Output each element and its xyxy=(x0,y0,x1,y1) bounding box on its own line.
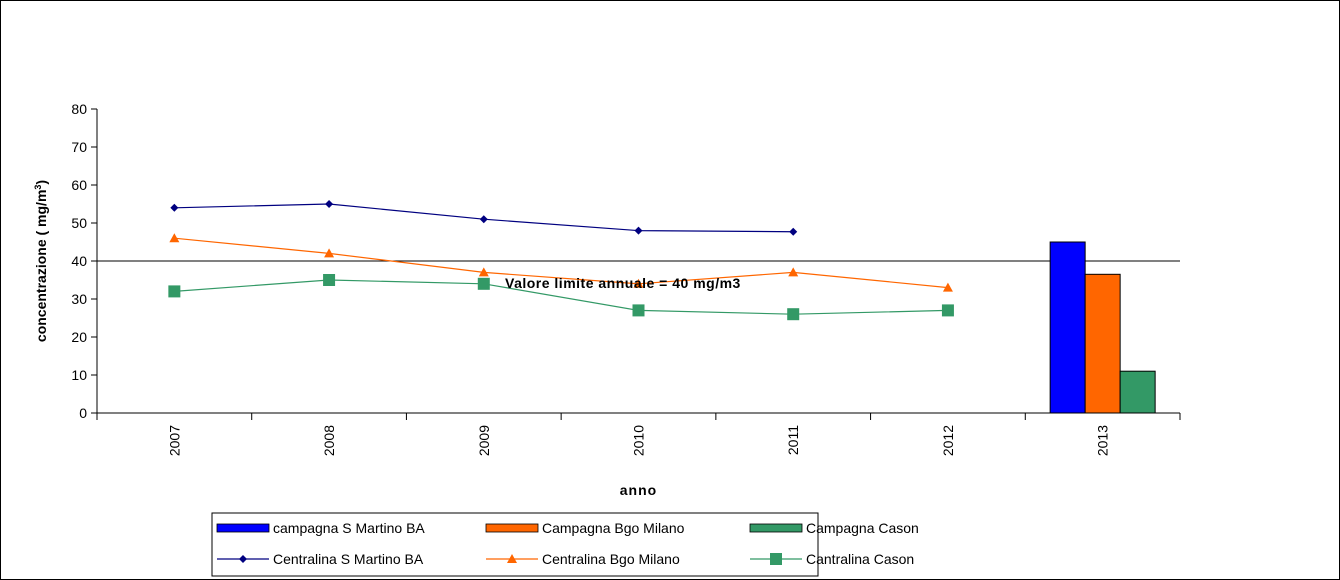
marker xyxy=(323,274,336,286)
marker xyxy=(325,200,334,208)
marker xyxy=(633,278,644,288)
y-tick-label: 80 xyxy=(71,101,87,117)
legend-swatch xyxy=(485,523,539,533)
marker xyxy=(632,304,645,317)
marker xyxy=(477,277,490,290)
legend-label: Centralina Bgo Milano xyxy=(542,551,680,567)
y-axis-label-part: 3 xyxy=(33,185,43,190)
legend-swatch xyxy=(749,523,803,533)
y-axis-label: concentrazione ( mg/m3) xyxy=(33,180,49,342)
y-tick-label: 50 xyxy=(71,215,87,231)
x-tick-label: 2011 xyxy=(785,425,801,455)
marker xyxy=(787,308,800,321)
x-tick-label: 2007 xyxy=(166,425,182,456)
marker xyxy=(789,227,798,236)
legend-label: campagna S Martino BA xyxy=(273,520,425,536)
marker xyxy=(634,226,643,235)
marker xyxy=(478,267,489,277)
x-tick-label: 2013 xyxy=(1095,425,1111,456)
y-tick-label: 10 xyxy=(71,367,87,383)
legend-label: Centralina S Martino BA xyxy=(273,551,424,567)
line xyxy=(174,279,948,315)
marker xyxy=(479,215,488,224)
legend-swatch xyxy=(216,523,270,533)
legend-marker xyxy=(507,554,517,563)
y-tick-label: 70 xyxy=(71,139,87,155)
legend-marker xyxy=(770,553,782,565)
marker xyxy=(170,203,179,212)
y-tick-label: 20 xyxy=(71,329,87,345)
legend-label: Campagna Cason xyxy=(806,520,919,536)
marker xyxy=(324,248,335,258)
bar xyxy=(1084,273,1121,414)
y-axis-label-part: ) xyxy=(33,180,49,185)
reference-label: Valore limite annuale = 40 mg/m3 xyxy=(505,275,741,291)
legend-marker xyxy=(239,555,247,563)
y-axis-label-part: concentrazione ( mg/m xyxy=(33,190,49,342)
x-tick-label: 2008 xyxy=(321,425,337,456)
marker xyxy=(169,233,180,243)
line xyxy=(174,237,948,289)
bar xyxy=(1049,241,1086,414)
marker xyxy=(941,304,954,317)
y-tick-label: 0 xyxy=(79,405,87,421)
x-tick-label: 2010 xyxy=(631,425,647,456)
y-tick-label: 40 xyxy=(71,253,87,269)
x-axis-label: anno xyxy=(620,482,657,498)
legend-label: Cantralina Cason xyxy=(806,551,914,567)
legend-label: Campagna Bgo Milano xyxy=(542,520,685,536)
y-tick-label: 30 xyxy=(71,291,87,307)
x-tick-label: 2012 xyxy=(940,425,956,456)
marker xyxy=(168,285,181,298)
bar xyxy=(1119,370,1156,414)
marker xyxy=(788,267,799,277)
marker xyxy=(942,282,953,292)
legend xyxy=(211,512,819,577)
y-tick-label: 60 xyxy=(71,177,87,193)
x-tick-label: 2009 xyxy=(476,425,492,456)
